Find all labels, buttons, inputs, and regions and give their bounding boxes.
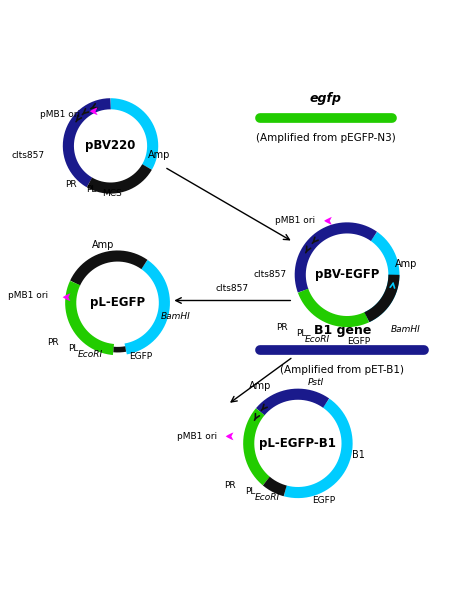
Text: egfp: egfp [310,92,342,105]
Text: PL: PL [296,329,306,338]
Text: PR: PR [47,338,59,347]
Text: B1 gene: B1 gene [314,323,371,337]
Text: EcoRI: EcoRI [255,493,280,502]
Text: pBV220: pBV220 [85,139,136,153]
Text: B1: B1 [352,450,365,460]
Text: PL: PL [245,487,255,496]
Text: (Amplified from pEGFP-N3): (Amplified from pEGFP-N3) [256,133,396,143]
Text: Amp: Amp [92,240,115,250]
Text: EGFP: EGFP [347,337,370,346]
Text: Amp: Amp [249,381,272,391]
Text: Amp: Amp [394,259,417,269]
Text: PL: PL [68,344,78,353]
Text: pL-EGFP: pL-EGFP [90,296,145,310]
Text: EcoRI: EcoRI [305,335,330,344]
Text: (Amplified from pET-B1): (Amplified from pET-B1) [281,365,404,374]
Text: BamHI: BamHI [391,325,420,334]
Text: PR: PR [224,481,236,490]
Text: EcoRI: EcoRI [77,350,102,359]
Text: pMB1 ori: pMB1 ori [40,109,80,118]
Text: cIts857: cIts857 [12,151,45,160]
Text: pBV-EGFP: pBV-EGFP [315,268,379,281]
Text: pMB1 ori: pMB1 ori [9,291,49,300]
Text: pMB1 ori: pMB1 ori [177,432,217,441]
Text: cIts857: cIts857 [216,284,249,293]
Text: EGFP: EGFP [312,496,335,505]
Text: pMB1 ori: pMB1 ori [275,216,316,225]
Text: PR: PR [276,323,287,332]
Text: PstI: PstI [308,378,324,387]
Text: MCS: MCS [102,189,122,198]
Text: pL-EGFP-B1: pL-EGFP-B1 [259,437,337,450]
Text: EGFP: EGFP [129,352,153,361]
Text: cIts857: cIts857 [253,270,286,279]
Text: Amp: Amp [147,150,170,160]
Text: BamHI: BamHI [160,313,190,322]
Text: PR: PR [65,180,76,189]
Text: PL: PL [87,186,97,195]
